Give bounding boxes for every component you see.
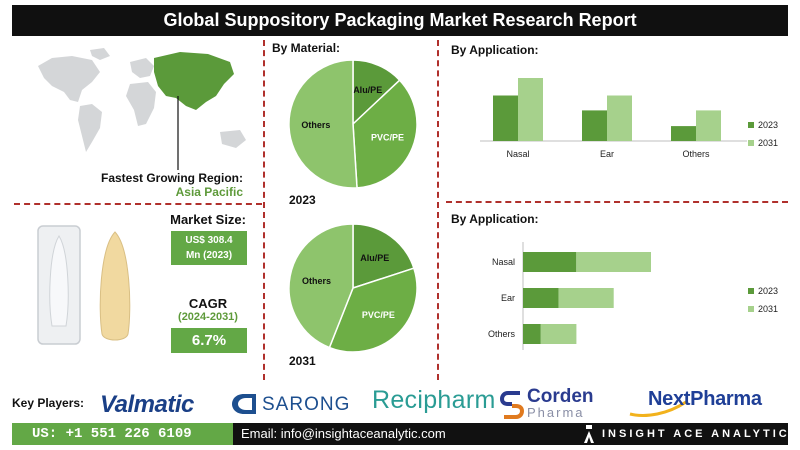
pie-label-others: Others <box>301 120 330 130</box>
y-tick-label: Others <box>488 329 516 339</box>
divider-right-vertical <box>437 40 439 380</box>
hbar-ear-2031 <box>558 288 614 308</box>
market-size-year: Mn (2023) <box>185 250 233 261</box>
material-pie-2023: Alu/PE PVC/PE Others <box>288 59 418 189</box>
x-tick-label: Nasal <box>506 149 529 159</box>
legend-swatch-2023 <box>748 122 754 128</box>
divider-right-horizontal <box>446 201 788 203</box>
suppository-illustration <box>37 225 131 345</box>
application-panel-title: By Application: <box>451 43 539 57</box>
pie-label-pvc-pe: PVC/PE <box>371 133 404 143</box>
logo-recipharm: Recipharm <box>372 386 496 414</box>
x-tick-label: Others <box>682 149 710 159</box>
key-players-label: Key Players: <box>12 396 85 410</box>
bar-others-2031 <box>696 110 721 141</box>
cagr-value: 6.7% <box>171 328 247 353</box>
corden-logo-icon <box>500 391 524 419</box>
pie-label-alu-pe: Alu/PE <box>360 253 389 263</box>
region-title: Fastest Growing Region: <box>100 171 243 185</box>
asia-shape <box>154 52 234 110</box>
legend-label-2023: 2023 <box>758 286 778 296</box>
cagr-label: CAGR <box>188 296 228 311</box>
application-bar-chart-horizontal: Nasal Ear Others 2023 2031 <box>488 242 778 350</box>
blister-cavity-shape <box>49 235 69 327</box>
pie-slice-pvc-pe <box>328 267 418 353</box>
australia-shape <box>220 130 246 148</box>
application-bar-chart-vertical: Nasal Ear Others 2023 2031 <box>480 78 778 159</box>
bar-others-2023 <box>671 126 696 141</box>
bar-nasal-2031 <box>518 78 543 141</box>
pie-slice-others <box>288 59 358 189</box>
hbar-nasal-2031 <box>576 252 651 272</box>
legend-swatch-2031 <box>748 140 754 146</box>
report-title: Global Suppository Packaging Market Rese… <box>12 5 788 36</box>
market-size-value: US$ 308.4 <box>185 235 233 246</box>
south-america-shape <box>78 104 102 152</box>
legend-label-2031: 2031 <box>758 304 778 314</box>
pie-label-pvc-pe: PVC/PE <box>362 310 395 320</box>
bar-ear-2023 <box>582 110 607 141</box>
market-size-label: Market Size: <box>170 212 246 227</box>
contact-phone: US: +1 551 226 6109 <box>12 423 233 445</box>
divider-left-vertical <box>263 40 265 380</box>
x-tick-label: Ear <box>600 149 614 159</box>
application-panel-title-2: By Application: <box>451 212 539 226</box>
pie-label-others: Others <box>302 276 331 286</box>
suppository-shape <box>99 231 131 341</box>
logo-valmatic: Valmatic <box>100 391 194 418</box>
pie-slice-alu-pe <box>352 223 415 290</box>
pie-slice-pvc-pe <box>352 79 418 189</box>
logo-corden: Corden <box>527 386 594 407</box>
europe-shape <box>130 58 154 78</box>
nextpharma-swoosh-icon <box>629 400 687 417</box>
contact-email: Email: info@insightaceanalytic.com <box>233 423 788 445</box>
cagr-years: (2024-2031) <box>178 311 238 323</box>
region-value: Asia Pacific <box>175 185 243 199</box>
legend-label-2031: 2031 <box>758 138 778 148</box>
insightace-logo-icon <box>584 425 594 443</box>
pie-2031-year: 2031 <box>289 354 316 368</box>
hbar-others-2031 <box>540 324 577 344</box>
africa-shape <box>126 82 156 126</box>
hbar-nasal-2023 <box>523 252 577 272</box>
legend-swatch-2031 <box>748 306 754 312</box>
hbar-others-2023 <box>523 324 541 344</box>
pie-label-alu-pe: Alu/PE <box>353 85 382 95</box>
bar-ear-2031 <box>607 95 632 141</box>
y-tick-label: Nasal <box>492 257 515 267</box>
greenland-shape <box>90 48 110 60</box>
hbar-ear-2023 <box>523 288 559 308</box>
pie-2023-year: 2023 <box>289 193 316 207</box>
logo-sarong: SARONG <box>262 394 351 415</box>
legend-label-2023: 2023 <box>758 120 778 130</box>
world-map <box>38 48 246 170</box>
divider-left-horizontal <box>14 203 262 205</box>
logo-corden-pharma: Pharma <box>527 405 585 420</box>
logo-nextpharma: NextPharma <box>648 388 762 410</box>
y-tick-label: Ear <box>501 293 515 303</box>
material-pie-2031: Alu/PE PVC/PE Others <box>288 223 418 353</box>
market-size-box: US$ 308.4 Mn (2023) <box>171 231 247 265</box>
north-america-shape <box>38 56 100 102</box>
brand-name: INSIGHT ACE ANALYTIC <box>602 428 790 440</box>
sarong-logo-icon <box>232 394 256 414</box>
bar-nasal-2023 <box>493 95 518 141</box>
pie-slice-others <box>288 223 354 349</box>
material-panel-title: By Material: <box>272 41 341 55</box>
legend-swatch-2023 <box>748 288 754 294</box>
